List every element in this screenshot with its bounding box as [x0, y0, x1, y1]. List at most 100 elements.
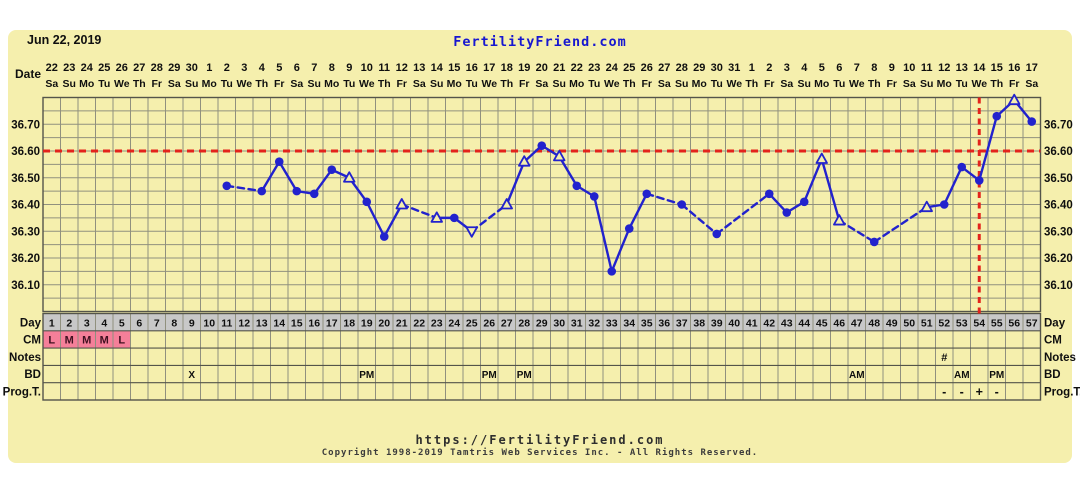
bd-cell: PM	[989, 370, 1004, 381]
date-cell: 16	[466, 62, 478, 74]
weekday-cell: Sa	[658, 78, 671, 90]
date-cell: 26	[116, 62, 128, 74]
y-axis-label-left: 36.40	[11, 200, 40, 212]
weekday-cell: Th	[500, 78, 513, 90]
weekday-cell: Su	[553, 78, 566, 90]
temp-point-circle	[292, 186, 302, 196]
weekday-cell: Su	[675, 78, 688, 90]
progt-cell: -	[995, 385, 999, 399]
footer-copyright: Copyright 1998-2019 Tamtris Web Services…	[321, 448, 759, 458]
day-number-cell: 53	[956, 317, 968, 329]
weekday-cell: Fr	[764, 78, 775, 90]
date-cell: 24	[81, 62, 94, 74]
date-cell: 25	[623, 62, 635, 74]
weekday-cell: We	[604, 78, 620, 90]
weekday-cell: Mo	[569, 78, 584, 90]
temp-point-circle	[362, 197, 372, 207]
temp-point-triangle-up	[1008, 93, 1021, 106]
day-number-cell: 35	[641, 317, 653, 329]
weekday-cell: Sa	[413, 78, 426, 90]
temp-point-triangle-up	[815, 152, 828, 164]
temp-point-circle	[624, 224, 634, 233]
weekday-cell: Tu	[343, 78, 355, 90]
bd-cell: X	[188, 370, 195, 381]
day-number-cell: 17	[326, 317, 338, 329]
weekday-cell: We	[236, 78, 252, 90]
temp-point-circle	[379, 232, 389, 241]
date-cell: 30	[711, 62, 723, 74]
y-axis-label-right: 36.60	[1044, 146, 1073, 158]
date-cell: 2	[224, 62, 230, 74]
day-number-cell: 5	[119, 317, 125, 329]
date-cell: 12	[396, 62, 408, 74]
weekday-cell: Fr	[519, 78, 530, 90]
footer-url-link[interactable]: https://FertilityFriend.com	[415, 433, 665, 447]
date-cell: 31	[728, 62, 740, 74]
cm-cell: M	[65, 335, 74, 347]
weekday-cell: Sa	[535, 78, 548, 90]
temp-point-triangle-up	[920, 200, 933, 213]
row-label-left-cm: CM	[23, 335, 41, 347]
temp-point-circle	[799, 197, 809, 207]
day-number-cell: 11	[221, 317, 232, 329]
date-cell: 28	[151, 62, 163, 74]
day-number-cell: 49	[886, 317, 898, 329]
cm-highlight-band	[43, 330, 131, 349]
day-number-cell: 13	[256, 317, 268, 329]
weekday-cell: Mo	[692, 78, 707, 90]
temp-point-circle	[974, 176, 984, 185]
temp-segment-solid	[383, 203, 403, 238]
date-cell: 11	[378, 62, 390, 74]
day-number-cell: 18	[343, 317, 355, 329]
day-number-cell: 15	[291, 317, 303, 329]
weekday-cell: Su	[430, 78, 443, 90]
temp-point-circle	[992, 111, 1002, 121]
bd-cell: PM	[482, 370, 497, 381]
progt-cell: -	[942, 385, 946, 399]
day-number-cell: 19	[361, 317, 373, 329]
day-number-cell: 16	[308, 317, 320, 329]
row-label-right-notes: Notes	[1044, 352, 1076, 364]
temp-point-circle	[712, 229, 722, 239]
weekday-cell: Tu	[833, 78, 845, 90]
date-cell: 15	[448, 62, 460, 74]
weekday-cell: Fr	[152, 78, 163, 90]
y-axis-label-right: 36.20	[1044, 253, 1073, 265]
date-cell: 23	[588, 62, 600, 74]
day-number-cell: 1	[49, 317, 55, 329]
temp-point-triangle-up	[518, 155, 531, 167]
day-number-cell: 14	[273, 317, 285, 329]
day-number-cell: 39	[711, 317, 723, 329]
day-number-cell: 23	[431, 317, 443, 329]
weekday-cell: Th	[868, 78, 881, 90]
weekday-cell: Su	[920, 78, 933, 90]
temp-point-circle	[764, 189, 774, 199]
row-label-right-progt: Prog.T.	[1044, 387, 1080, 399]
site-title-link[interactable]: FertilityFriend.com	[453, 34, 627, 50]
weekday-cell: Mo	[814, 78, 829, 90]
date-cell: 17	[1026, 62, 1038, 74]
day-row-background	[43, 313, 1041, 331]
day-number-cell: 24	[448, 317, 460, 329]
temp-segment-dashed	[680, 203, 718, 236]
date-cell: 22	[571, 62, 583, 74]
temp-segment-dashed	[225, 184, 263, 193]
weekday-cell: Mo	[324, 78, 339, 90]
weekday-cell: Mo	[937, 78, 952, 90]
day-number-cell: 21	[396, 317, 408, 329]
date-cell: 8	[871, 62, 877, 74]
date-cell: 25	[98, 62, 110, 74]
weekday-cell: Su	[185, 78, 198, 90]
weekday-cell: Th	[378, 78, 391, 90]
y-axis-label-left: 36.70	[11, 119, 40, 131]
temp-segment-solid	[593, 195, 613, 273]
temp-segment-dashed	[645, 192, 683, 206]
day-number-cell: 9	[189, 317, 195, 329]
date-cell: 14	[973, 62, 986, 74]
date-cell: 13	[413, 62, 425, 74]
temp-point-triangle-up	[343, 171, 356, 183]
date-cell: 6	[836, 62, 842, 74]
day-number-cell: 40	[728, 317, 740, 329]
weekday-cell: Mo	[202, 78, 217, 90]
